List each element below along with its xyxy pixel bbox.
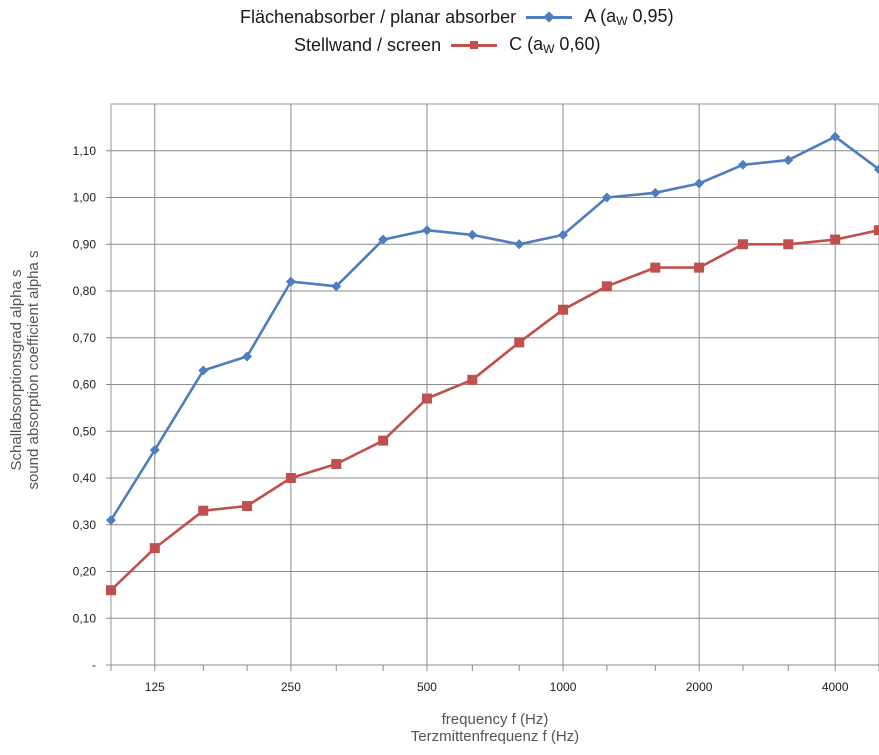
x-tick-label: 125	[145, 680, 165, 694]
data-point	[106, 515, 116, 526]
data-point	[514, 337, 525, 348]
y-tick-label: 1,10	[73, 144, 97, 158]
data-point	[285, 276, 296, 287]
data-point	[737, 239, 748, 250]
series-layer	[106, 131, 879, 596]
y-tick-label: 0,10	[73, 611, 97, 625]
data-point	[421, 225, 432, 236]
y-tick-label: 0,50	[73, 424, 97, 438]
y-tick-label: -	[92, 658, 96, 672]
y-tick-label: 0,70	[73, 331, 97, 345]
y-tick-label: 0,60	[73, 378, 97, 392]
data-point	[378, 234, 389, 245]
x-tick-label: 250	[281, 680, 301, 694]
data-point	[874, 225, 879, 236]
legend-group-label-a: Flächenabsorber / planar absorber	[240, 6, 517, 27]
data-point	[331, 458, 342, 469]
tick-label-layer: - 0,10 0,20 0,30 0,40 0,50 0,60 0,70 0,80 0,90 1,0…	[73, 144, 849, 694]
y-tick-label: 0,90	[73, 237, 97, 251]
y-axis-title: Schallabsorptionsgrad alpha s sound abso…	[8, 250, 42, 490]
data-point	[198, 505, 209, 516]
series-a	[106, 131, 879, 526]
data-point	[149, 543, 160, 554]
x-tick-label: 2000	[686, 680, 713, 694]
data-point	[421, 393, 432, 404]
data-point	[514, 239, 525, 250]
data-point	[378, 435, 389, 446]
data-point	[601, 192, 612, 203]
data-point	[830, 131, 841, 142]
series-line	[109, 135, 879, 521]
y-tick-label: 0,80	[73, 284, 97, 298]
data-point	[558, 229, 569, 240]
data-point	[874, 164, 879, 175]
data-point	[694, 178, 705, 189]
data-point	[242, 501, 253, 512]
legend-row-c: Stellwand / screen C (aW 0,60)	[294, 34, 600, 56]
x-tick-label: 1000	[550, 680, 577, 694]
data-point	[106, 585, 116, 596]
series-c	[106, 225, 879, 596]
x-tick-label: 500	[417, 680, 437, 694]
data-point	[783, 155, 794, 166]
legend-series-label-a: A (aW 0,95)	[584, 6, 674, 28]
data-point	[558, 304, 569, 315]
y-tick-label: 0,30	[73, 518, 97, 532]
legend-series-label-c: C (aW 0,60)	[509, 34, 601, 56]
data-point	[467, 374, 478, 385]
data-point	[737, 159, 748, 170]
legend-swatch-a	[526, 10, 573, 24]
data-point	[650, 187, 661, 198]
x-axis-title: frequency f (Hz) Terzmittenfrequenz f (H…	[410, 711, 580, 745]
data-point	[467, 229, 478, 240]
y-tick-label: 0,20	[73, 565, 97, 579]
grid-layer	[106, 103, 879, 671]
data-point	[285, 473, 296, 483]
legend-swatch-c	[451, 38, 498, 52]
y-tick-label: 0,40	[73, 471, 97, 485]
data-point	[198, 365, 209, 376]
chart-legend: Flächenabsorber / planar absorber A (aW …	[0, 0, 879, 70]
data-point	[601, 281, 612, 292]
data-point	[694, 262, 705, 273]
x-tick-label: 4000	[822, 680, 849, 694]
data-point	[149, 444, 160, 455]
data-point	[242, 351, 253, 362]
legend-group-label-c: Stellwand / screen	[294, 34, 442, 55]
legend-row-a: Flächenabsorber / planar absorber A (aW …	[240, 6, 674, 28]
series-line	[110, 228, 879, 592]
y-tick-label: 1,00	[73, 191, 97, 205]
data-point	[331, 281, 342, 292]
data-point	[783, 239, 794, 250]
data-point	[830, 234, 841, 245]
data-point	[650, 262, 661, 273]
